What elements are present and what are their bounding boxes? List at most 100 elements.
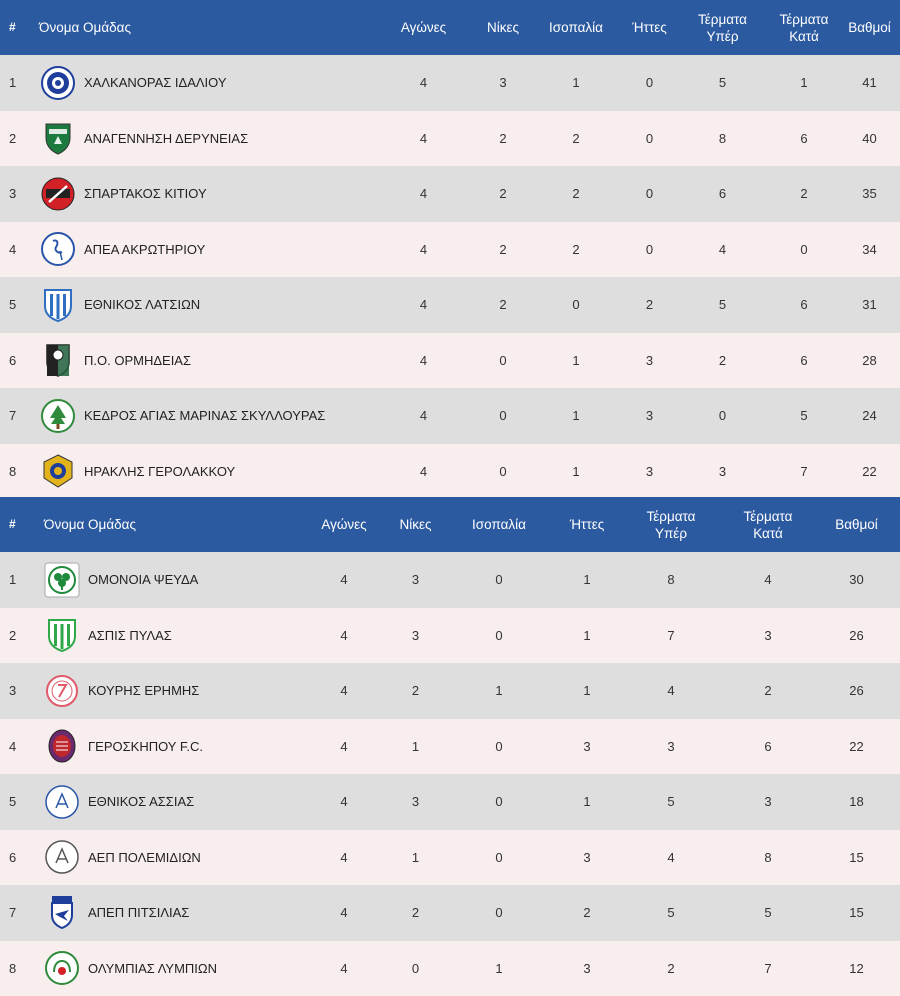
wins-cell: 0 bbox=[477, 333, 529, 389]
team-name[interactable]: ΟΜΟΝΟΙΑ ΨΕΥΔΑ bbox=[88, 572, 198, 587]
team-cell[interactable]: ΚΕΔΡΟΣ ΑΓΙΑΣ ΜΑΡΙΝΑΣ ΣΚΥΛΛΟΥΡΑΣ bbox=[30, 388, 370, 444]
team-name[interactable]: ΕΘΝΙΚΟΣ ΑΣΣΙΑΣ bbox=[88, 794, 194, 809]
team-cell[interactable]: ΑΕΠ ΠΟΛΕΜΙΔΙΩΝ bbox=[34, 830, 300, 886]
header-wins: Νίκες bbox=[388, 497, 443, 552]
played-cell: 4 bbox=[370, 111, 477, 167]
header-played: Αγώνες bbox=[300, 497, 388, 552]
wins-cell: 3 bbox=[388, 608, 443, 664]
losses-cell: 3 bbox=[555, 830, 619, 886]
team-cell[interactable]: ΑΠΕΑ ΑΚΡΩΤΗΡΙΟΥ bbox=[30, 222, 370, 278]
team-cell[interactable]: ΟΛΥΜΠΙΑΣ ΛΥΜΠΙΩΝ bbox=[34, 941, 300, 996]
rank-cell: 2 bbox=[0, 111, 30, 167]
wins-cell: 2 bbox=[388, 885, 443, 941]
goals-for-cell: 5 bbox=[676, 277, 769, 333]
ethnikos-latsion-crest-icon bbox=[40, 287, 76, 323]
goals-for-cell: 6 bbox=[676, 166, 769, 222]
points-cell: 31 bbox=[839, 277, 900, 333]
team-cell[interactable]: Π.Ο. ΟΡΜΗΔΕΙΑΣ bbox=[30, 333, 370, 389]
rank-cell: 5 bbox=[0, 277, 30, 333]
rank-cell: 1 bbox=[0, 552, 34, 608]
rank-cell: 6 bbox=[0, 830, 34, 886]
team-name[interactable]: ΟΛΥΜΠΙΑΣ ΛΥΜΠΙΩΝ bbox=[88, 961, 217, 976]
wins-cell: 2 bbox=[477, 166, 529, 222]
points-cell: 30 bbox=[813, 552, 900, 608]
team-cell[interactable]: ΑΝΑΓΕΝΝΗΣΗ ΔΕΡΥΝΕΙΑΣ bbox=[30, 111, 370, 167]
team-name[interactable]: ΑΕΠ ΠΟΛΕΜΙΔΙΩΝ bbox=[88, 850, 201, 865]
wins-cell: 1 bbox=[388, 830, 443, 886]
header-team: Όνομα Ομάδας bbox=[34, 497, 300, 552]
points-cell: 40 bbox=[839, 111, 900, 167]
team-name[interactable]: ΗΡΑΚΛΗΣ ΓΕΡΟΛΑΚΚΟΥ bbox=[84, 464, 235, 479]
played-cell: 4 bbox=[370, 388, 477, 444]
chalkanoras-crest-icon bbox=[40, 65, 76, 101]
rank-cell: 3 bbox=[0, 663, 34, 719]
header-draws: Ισοπαλία bbox=[443, 497, 555, 552]
team-cell[interactable]: ΚΟΥΡΗΣ ΕΡΗΜΗΣ bbox=[34, 663, 300, 719]
team-cell[interactable]: ΑΣΠΙΣ ΠΥΛΑΣ bbox=[34, 608, 300, 664]
team-name[interactable]: ΧΑΛΚΑΝΟΡΑΣ ΙΔΑΛΙΟΥ bbox=[84, 75, 227, 90]
team-name[interactable]: ΕΘΝΙΚΟΣ ΛΑΤΣΙΩΝ bbox=[84, 297, 200, 312]
rank-cell: 7 bbox=[0, 388, 30, 444]
goals-against-cell: 6 bbox=[769, 333, 839, 389]
team-cell[interactable]: ΣΠΑΡΤΑΚΟΣ ΚΙΤΙΟΥ bbox=[30, 166, 370, 222]
team-name[interactable]: ΑΝΑΓΕΝΝΗΣΗ ΔΕΡΥΝΕΙΑΣ bbox=[84, 131, 248, 146]
team-cell[interactable]: ΑΠΕΠ ΠΙΤΣΙΛΙΑΣ bbox=[34, 885, 300, 941]
spartakos-crest-icon bbox=[40, 176, 76, 212]
points-cell: 15 bbox=[813, 885, 900, 941]
kouris-crest-icon bbox=[44, 673, 80, 709]
team-cell[interactable]: ΧΑΛΚΑΝΟΡΑΣ ΙΔΑΛΙΟΥ bbox=[30, 55, 370, 111]
team-cell[interactable]: ΗΡΑΚΛΗΣ ΓΕΡΟΛΑΚΚΟΥ bbox=[30, 444, 370, 500]
wins-cell: 0 bbox=[477, 388, 529, 444]
losses-cell: 3 bbox=[555, 941, 619, 996]
losses-cell: 0 bbox=[623, 55, 676, 111]
rank-cell: 5 bbox=[0, 774, 34, 830]
losses-cell: 1 bbox=[555, 774, 619, 830]
team-cell[interactable]: ΓΕΡΟΣΚΗΠΟΥ F.C. bbox=[34, 719, 300, 775]
header-goals-for-line1: Τέρματα bbox=[698, 12, 747, 27]
team-name[interactable]: ΓΕΡΟΣΚΗΠΟΥ F.C. bbox=[88, 739, 203, 754]
team-name[interactable]: ΚΕΔΡΟΣ ΑΓΙΑΣ ΜΑΡΙΝΑΣ ΣΚΥΛΛΟΥΡΑΣ bbox=[84, 408, 325, 423]
team-name[interactable]: ΣΠΑΡΤΑΚΟΣ ΚΙΤΙΟΥ bbox=[84, 186, 207, 201]
goals-for-cell: 5 bbox=[619, 885, 723, 941]
aep-crest-icon bbox=[44, 839, 80, 875]
wins-cell: 1 bbox=[388, 719, 443, 775]
played-cell: 4 bbox=[300, 552, 388, 608]
team-cell[interactable]: ΟΜΟΝΟΙΑ ΨΕΥΔΑ bbox=[34, 552, 300, 608]
draws-cell: 0 bbox=[443, 552, 555, 608]
header-goals-against-line1: Τέρματα bbox=[744, 509, 793, 524]
team-cell[interactable]: ΕΘΝΙΚΟΣ ΛΑΤΣΙΩΝ bbox=[30, 277, 370, 333]
team-name[interactable]: ΑΠΕΠ ΠΙΤΣΙΛΙΑΣ bbox=[88, 905, 189, 920]
header-goals-against-line2: Κατά bbox=[753, 526, 783, 541]
goals-against-cell: 1 bbox=[769, 55, 839, 111]
draws-cell: 1 bbox=[529, 444, 623, 500]
team-cell[interactable]: ΕΘΝΙΚΟΣ ΑΣΣΙΑΣ bbox=[34, 774, 300, 830]
standings-table-group-b: # Όνομα Ομάδας Αγώνες Νίκες Ισοπαλία Ήττ… bbox=[0, 497, 900, 996]
goals-against-cell: 6 bbox=[723, 719, 813, 775]
goals-against-cell: 3 bbox=[723, 608, 813, 664]
header-rank: # bbox=[0, 0, 30, 55]
team-name[interactable]: ΑΣΠΙΣ ΠΥΛΑΣ bbox=[88, 628, 172, 643]
played-cell: 4 bbox=[300, 885, 388, 941]
rank-cell: 1 bbox=[0, 55, 30, 111]
draws-cell: 1 bbox=[529, 388, 623, 444]
team-name[interactable]: ΚΟΥΡΗΣ ΕΡΗΜΗΣ bbox=[88, 683, 199, 698]
team-name[interactable]: Π.Ο. ΟΡΜΗΔΕΙΑΣ bbox=[84, 353, 191, 368]
goals-for-cell: 5 bbox=[619, 774, 723, 830]
points-cell: 22 bbox=[813, 719, 900, 775]
points-cell: 22 bbox=[839, 444, 900, 500]
goals-against-cell: 0 bbox=[769, 222, 839, 278]
goals-for-cell: 4 bbox=[619, 663, 723, 719]
goals-against-cell: 4 bbox=[723, 552, 813, 608]
wins-cell: 2 bbox=[477, 222, 529, 278]
draws-cell: 0 bbox=[443, 830, 555, 886]
team-name[interactable]: ΑΠΕΑ ΑΚΡΩΤΗΡΙΟΥ bbox=[84, 242, 205, 257]
omonoia-crest-icon bbox=[44, 562, 80, 598]
